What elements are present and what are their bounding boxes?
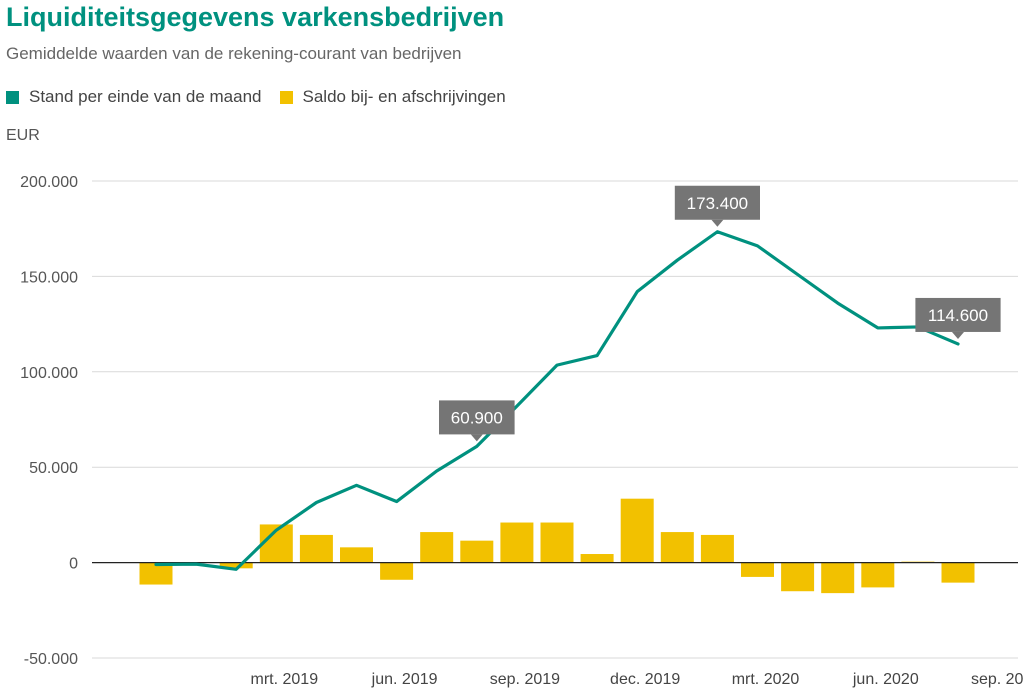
bar — [821, 562, 855, 594]
callout-label: 60.900 — [451, 408, 503, 427]
callout-pointer — [952, 331, 964, 339]
x-tick-label: sep. 2019 — [490, 671, 560, 688]
legend-swatch-saldo — [279, 90, 293, 104]
bar — [580, 554, 614, 563]
callout-box — [674, 185, 760, 220]
bar — [700, 534, 734, 563]
legend-item-saldo: Saldo bij- en afschrijvingen — [279, 87, 506, 107]
chart-subtitle: Gemiddelde waarden van de rekening-coura… — [6, 44, 462, 63]
bar — [299, 534, 333, 563]
x-tick-label: mrt. 2019 — [251, 671, 319, 688]
bar — [861, 562, 895, 588]
callout-box — [439, 400, 515, 435]
y-tick-label: 50.000 — [29, 460, 78, 477]
callout-label: 173.400 — [687, 194, 748, 213]
bar — [660, 532, 694, 563]
bar — [460, 540, 494, 563]
line-series-stand — [154, 230, 960, 571]
y-tick-label: 150.000 — [20, 269, 78, 286]
legend-label-stand: Stand per einde van de maand — [29, 87, 262, 106]
legend-swatch-stand — [6, 90, 19, 104]
callout-box — [915, 297, 1001, 332]
bar — [340, 547, 373, 563]
y-tick-label: 200.000 — [20, 174, 78, 191]
bar — [219, 562, 253, 569]
x-tick-label: jun. 2019 — [371, 671, 438, 688]
chart-title: Liquiditeitsgegevens varkensbedrijven — [6, 2, 505, 32]
callout-pointer — [711, 219, 724, 227]
bar — [420, 532, 454, 563]
bar — [380, 562, 414, 580]
bar — [620, 498, 654, 563]
bar — [500, 522, 534, 563]
legend: Stand per einde van de maand Saldo bij- … — [6, 87, 524, 107]
x-tick-label: sep. 2020 — [971, 671, 1024, 688]
y-axis-unit-label: EUR — [6, 127, 40, 144]
x-tick-label: jun. 2020 — [852, 671, 919, 688]
bar — [540, 522, 574, 563]
bar — [139, 562, 173, 585]
x-tick-label: dec. 2019 — [610, 671, 680, 688]
bar — [941, 562, 975, 583]
legend-label-saldo: Saldo bij- en afschrijvingen — [302, 87, 506, 106]
y-tick-label: 0 — [69, 556, 78, 573]
callout-pointer — [470, 434, 483, 442]
y-tick-label: -50.000 — [24, 651, 78, 668]
bar — [781, 562, 815, 592]
x-tick-label: mrt. 2020 — [732, 671, 800, 688]
callout-label: 114.600 — [928, 306, 988, 325]
y-tick-label: 100.000 — [20, 365, 78, 382]
bar — [741, 562, 774, 577]
legend-item-stand: Stand per einde van de maand — [6, 87, 262, 107]
